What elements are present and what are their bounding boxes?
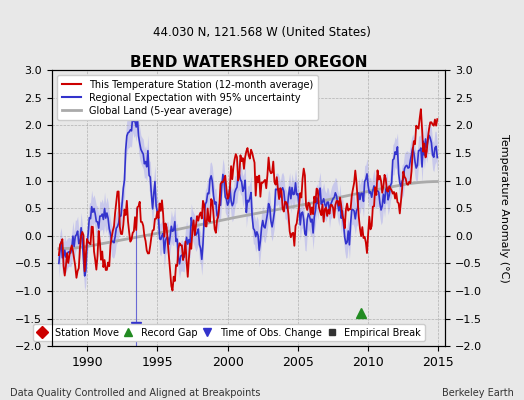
Title: BEND WATERSHED OREGON: BEND WATERSHED OREGON: [130, 55, 367, 70]
Text: Berkeley Earth: Berkeley Earth: [442, 388, 514, 398]
Text: 44.030 N, 121.568 W (United States): 44.030 N, 121.568 W (United States): [153, 26, 371, 39]
Legend: Station Move, Record Gap, Time of Obs. Change, Empirical Break: Station Move, Record Gap, Time of Obs. C…: [33, 324, 425, 342]
Y-axis label: Temperature Anomaly (°C): Temperature Anomaly (°C): [499, 134, 509, 282]
Text: Data Quality Controlled and Aligned at Breakpoints: Data Quality Controlled and Aligned at B…: [10, 388, 261, 398]
